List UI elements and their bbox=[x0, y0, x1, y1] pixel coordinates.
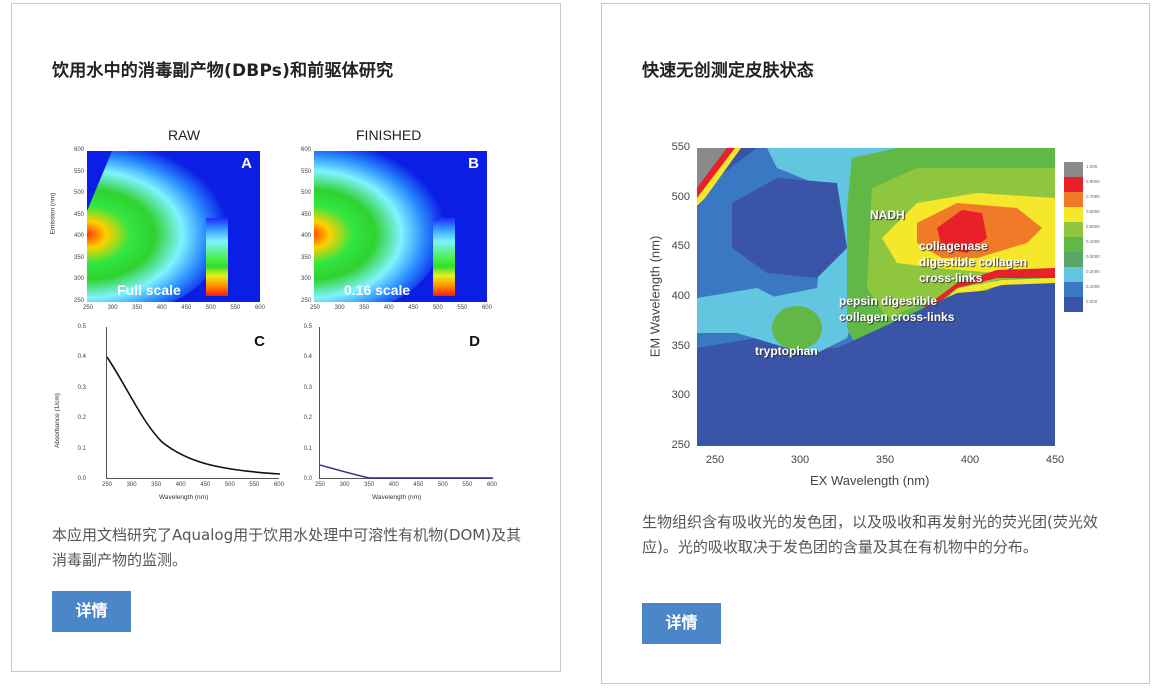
details-button[interactable]: 详情 bbox=[52, 591, 131, 632]
annotation-collagenase: cross-links bbox=[919, 271, 983, 285]
abs-c-x-ticks: 250 300 350 400 450 500 550 600 bbox=[102, 482, 284, 488]
y-axis-ticks: 550 500 450 400 350 300 250 bbox=[671, 141, 690, 451]
annotation-pepsin: pepsin digestible bbox=[839, 294, 938, 308]
eem-b-x-ticks: 250 300 350 400 450 500 550 600 bbox=[310, 305, 492, 311]
annotation-pepsin: collagen cross-links bbox=[839, 310, 955, 324]
y-axis-label: EM Wavelength (nm) bbox=[647, 235, 663, 358]
abs-d-y-ticks: 0.5 0.4 0.3 0.2 0.1 0.0 bbox=[303, 324, 312, 482]
card-skin-state: 快速无创测定皮肤状态 EM Wavelength (nm) 550 500 450 4… bbox=[601, 3, 1150, 684]
legend-labels: 1.000 0.9000 0.7000 0.6000 0.5000 0.4000 0.300… bbox=[1086, 164, 1100, 304]
colorbar bbox=[433, 218, 455, 296]
panel-letter: D bbox=[469, 333, 480, 350]
x-axis-label: EX Wavelength (nm) bbox=[810, 473, 930, 488]
panel-b-title: FINISHED bbox=[356, 127, 422, 143]
abs-d-x-label: Wavelength (nm) bbox=[372, 494, 422, 501]
eem-b-y-ticks: 600 550 500 450 400 350 300 250 bbox=[300, 147, 311, 304]
eem-a-y-ticks: 600 550 500 450 400 350 300 250 bbox=[73, 147, 84, 304]
colorbar bbox=[206, 218, 228, 296]
dbp-figure: RAW Emission (nm) 600 550 500 450 400 350 300 2… bbox=[49, 122, 522, 507]
panel-a-title: RAW bbox=[168, 127, 201, 143]
panel-letter: A bbox=[241, 155, 252, 172]
panel-letter: B bbox=[468, 155, 479, 172]
eem-panel-b: B 0.16 scale bbox=[314, 151, 487, 302]
skin-eem-figure: EM Wavelength (nm) 550 500 450 400 350 300 250 bbox=[647, 141, 1100, 488]
annotation-nadh: NADH bbox=[870, 208, 905, 222]
card-title: 饮用水中的消毒副产物(DBPs)和前驱体研究 bbox=[52, 61, 394, 81]
details-button[interactable]: 详情 bbox=[642, 603, 721, 644]
annotation-collagenase: collagenase bbox=[919, 239, 988, 253]
card-dbp-study: 饮用水中的消毒副产物(DBPs)和前驱体研究 RAW Emission (nm)… bbox=[11, 3, 561, 672]
abs-plot-d: D bbox=[319, 327, 493, 479]
card-title: 快速无创测定皮肤状态 bbox=[642, 61, 814, 81]
abs-c-x-label: Wavelength (nm) bbox=[159, 494, 209, 501]
abs-plot-c: C bbox=[106, 327, 280, 479]
abs-c-y-ticks: 0.5 0.4 0.3 0.2 0.1 0.0 bbox=[77, 324, 86, 482]
abs-d-x-ticks: 250 300 350 400 450 500 550 600 bbox=[315, 482, 497, 488]
eem-panel-a: A Full scale bbox=[87, 151, 260, 302]
card-description: 生物组织含有吸收光的发色团，以及吸收和再发射光的荧光团(荧光效应)。光的吸收取决… bbox=[642, 513, 1098, 556]
legend-colorbar bbox=[1064, 162, 1083, 312]
heatmap-plot: NADH collagenase digestible collagen cro… bbox=[697, 148, 1055, 446]
card-description: 本应用文档研究了Aqualog用于饮用水处理中可溶性有机物(DOM)及其消毒副产… bbox=[52, 526, 522, 569]
annotation-tryptophan: tryptophan bbox=[755, 344, 818, 358]
scale-label: Full scale bbox=[117, 282, 181, 298]
panel-letter: C bbox=[254, 333, 265, 350]
eem-a-x-ticks: 250 300 350 400 450 500 550 600 bbox=[83, 305, 265, 311]
abs-y-label: Absorbance (1/cm) bbox=[53, 393, 61, 448]
annotation-collagenase: digestible collagen bbox=[919, 255, 1028, 269]
scale-label: 0.16 scale bbox=[344, 282, 411, 298]
eem-y-label: Emission (nm) bbox=[49, 192, 57, 235]
